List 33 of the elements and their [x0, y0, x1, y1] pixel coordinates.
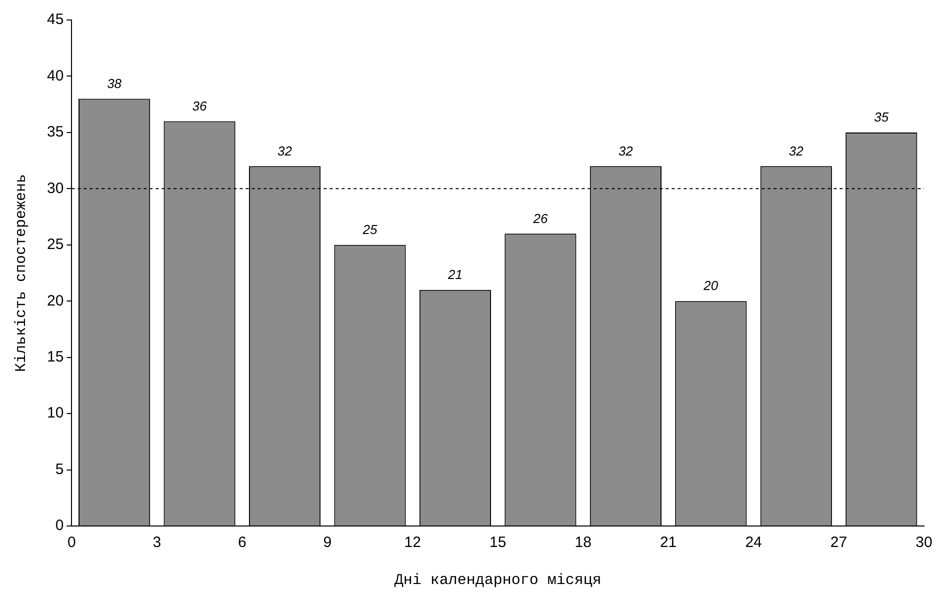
data-label: 32 — [278, 143, 293, 158]
x-tick-label: 3 — [152, 534, 162, 552]
y-tick-label: 20 — [46, 292, 64, 310]
y-tick-label: 25 — [46, 236, 64, 254]
y-tick-label: 35 — [46, 124, 64, 141]
x-tick-label: 0 — [68, 534, 76, 552]
x-tick-label: 15 — [490, 534, 506, 552]
data-label: 36 — [192, 98, 208, 114]
y-axis-title: Кількість спостережень — [12, 174, 30, 372]
data-label: 38 — [107, 76, 122, 91]
data-label: 32 — [618, 143, 634, 158]
y-tick-label: 40 — [46, 67, 64, 84]
data-label: 21 — [446, 266, 462, 282]
y-tick-label: 30 — [46, 180, 64, 197]
x-tick-label: 12 — [404, 534, 421, 552]
y-tick-label: 15 — [46, 348, 64, 366]
data-label: 26 — [532, 210, 548, 226]
x-axis-title: Дні календарного місяця — [394, 572, 602, 589]
data-label: 25 — [362, 222, 378, 237]
x-tick-label: 6 — [238, 534, 246, 552]
y-tick-label: 0 — [55, 517, 64, 534]
x-tick-label: 9 — [323, 534, 332, 552]
data-label: 35 — [874, 110, 890, 125]
y-tick-label: 45 — [46, 11, 64, 28]
y-tick-label: 10 — [46, 404, 64, 422]
x-tick-label: 30 — [916, 534, 932, 552]
y-tick-label: 5 — [55, 460, 64, 478]
x-tick-label: 27 — [830, 534, 848, 552]
x-tick-label: 18 — [574, 534, 592, 552]
x-tick-label: 24 — [745, 534, 762, 552]
data-label: 20 — [702, 278, 719, 294]
data-label: 32 — [788, 143, 804, 158]
x-tick-label: 21 — [660, 534, 677, 552]
